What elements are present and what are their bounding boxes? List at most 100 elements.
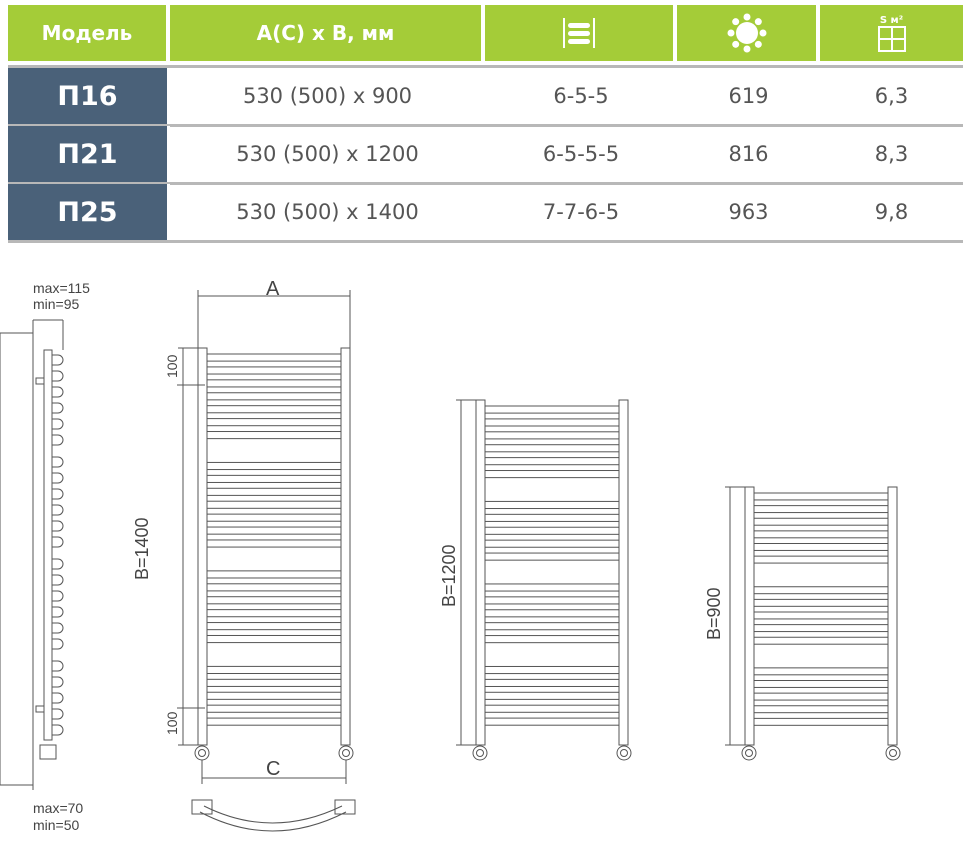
p16-rail bbox=[753, 624, 889, 633]
table-row: П16 530 (500) x 900 6-5-5 619 6,3 bbox=[8, 68, 963, 124]
rail-profile bbox=[52, 354, 64, 366]
p16-rail bbox=[753, 692, 889, 701]
p25-rail bbox=[206, 634, 342, 644]
bottom-valve bbox=[191, 799, 213, 815]
rail-profile bbox=[52, 574, 64, 586]
p16-rail bbox=[753, 543, 889, 551]
p16-rail bbox=[753, 717, 889, 726]
p21-rail bbox=[484, 596, 620, 605]
table-header: Модель A(C) x B, мм S м² bbox=[8, 5, 963, 61]
valve bbox=[745, 749, 753, 757]
p16-rail bbox=[753, 636, 889, 645]
p25-rail bbox=[206, 596, 342, 605]
model-cell: П21 bbox=[8, 126, 170, 182]
p16-rail bbox=[753, 505, 889, 514]
header-model: Модель bbox=[8, 5, 170, 61]
rail-profile bbox=[52, 606, 64, 618]
p21-rail bbox=[484, 665, 620, 675]
power-cell: 963 bbox=[728, 200, 769, 224]
rail-profile bbox=[52, 558, 64, 570]
side-bottom-min: min=50 bbox=[33, 817, 80, 833]
bottom-view bbox=[199, 805, 347, 832]
valve bbox=[889, 749, 897, 757]
valve bbox=[885, 745, 901, 761]
valve bbox=[472, 745, 488, 761]
p16-rail bbox=[753, 517, 889, 526]
p25-rail bbox=[206, 678, 342, 687]
p21-rail bbox=[484, 500, 620, 510]
p16-rail bbox=[753, 667, 889, 676]
valve bbox=[620, 749, 628, 757]
offset-bottom-label: 100 bbox=[164, 711, 180, 735]
p21-rail bbox=[484, 717, 620, 726]
bracket bbox=[35, 377, 45, 385]
dim-a-label: A bbox=[266, 278, 280, 300]
p16-rail bbox=[753, 492, 889, 501]
p21-right-collector bbox=[618, 399, 629, 746]
p16-rail bbox=[753, 555, 889, 564]
p25-rail bbox=[206, 353, 342, 362]
p21-rail bbox=[484, 622, 620, 631]
area-cell: 8,3 bbox=[874, 142, 909, 166]
header-size: A(C) x B, мм bbox=[170, 5, 485, 61]
p25-rail bbox=[206, 539, 342, 548]
dim-c-label: C bbox=[266, 758, 280, 780]
p25-rail bbox=[206, 526, 342, 535]
valve bbox=[342, 749, 350, 757]
sections-cell: 6-5-5-5 bbox=[542, 142, 620, 166]
p25-rail bbox=[206, 691, 342, 700]
rail-profile bbox=[52, 638, 64, 650]
p21-rail bbox=[484, 552, 620, 561]
p21-rail bbox=[484, 470, 620, 479]
p21-rail bbox=[484, 539, 620, 548]
valve bbox=[741, 745, 757, 761]
p25-rail bbox=[206, 570, 342, 579]
valve bbox=[194, 745, 210, 761]
p16-rail bbox=[753, 611, 889, 620]
p25-rail bbox=[206, 717, 342, 726]
p16-rail bbox=[753, 705, 889, 714]
sections-icon bbox=[485, 5, 677, 61]
p21-rail bbox=[484, 704, 620, 713]
bracket bbox=[35, 705, 45, 713]
side-valve bbox=[39, 744, 57, 760]
rail-profile bbox=[52, 434, 64, 446]
rail-profile bbox=[52, 402, 64, 414]
p21-rail bbox=[484, 635, 620, 644]
rail-profile bbox=[52, 536, 64, 548]
p25-rail bbox=[206, 418, 342, 427]
rail-profile bbox=[52, 590, 64, 602]
p21-rail bbox=[484, 457, 620, 466]
valve bbox=[338, 745, 354, 761]
rail-profile bbox=[52, 456, 64, 468]
valve bbox=[198, 749, 206, 757]
area-cell: 9,8 bbox=[874, 200, 909, 224]
p25-left-collector bbox=[197, 347, 208, 746]
p16-right-collector bbox=[887, 486, 898, 746]
rail-profile bbox=[52, 676, 64, 688]
p21-rail bbox=[484, 609, 620, 618]
size-cell: 530 (500) x 1200 bbox=[236, 142, 419, 166]
p25-rail bbox=[206, 704, 342, 713]
p25-rail bbox=[206, 379, 342, 388]
p25-rail bbox=[206, 665, 342, 675]
p21-rail bbox=[484, 418, 620, 427]
rail-profile bbox=[52, 370, 64, 382]
p25-rail bbox=[206, 392, 342, 401]
p21-rail bbox=[484, 691, 620, 700]
p25-rail bbox=[206, 461, 342, 471]
size-cell: 530 (500) x 1400 bbox=[236, 200, 419, 224]
p25-rail bbox=[206, 583, 342, 592]
p25-rail bbox=[206, 474, 342, 483]
dim-b1200-label: B=1200 bbox=[439, 544, 459, 607]
dimension-drawings: max=115 min=95 max=70 min=50 A C 100 100… bbox=[0, 278, 901, 833]
p25-rail bbox=[206, 500, 342, 509]
p16-rail bbox=[753, 598, 889, 607]
power-cell: 619 bbox=[728, 84, 769, 108]
offset-top-label: 100 bbox=[164, 354, 180, 378]
area-cell: 6,3 bbox=[874, 84, 909, 108]
rail-profile bbox=[52, 472, 64, 484]
sun-icon bbox=[677, 5, 820, 61]
p25-rail bbox=[206, 609, 342, 618]
rail-profile bbox=[52, 622, 64, 634]
